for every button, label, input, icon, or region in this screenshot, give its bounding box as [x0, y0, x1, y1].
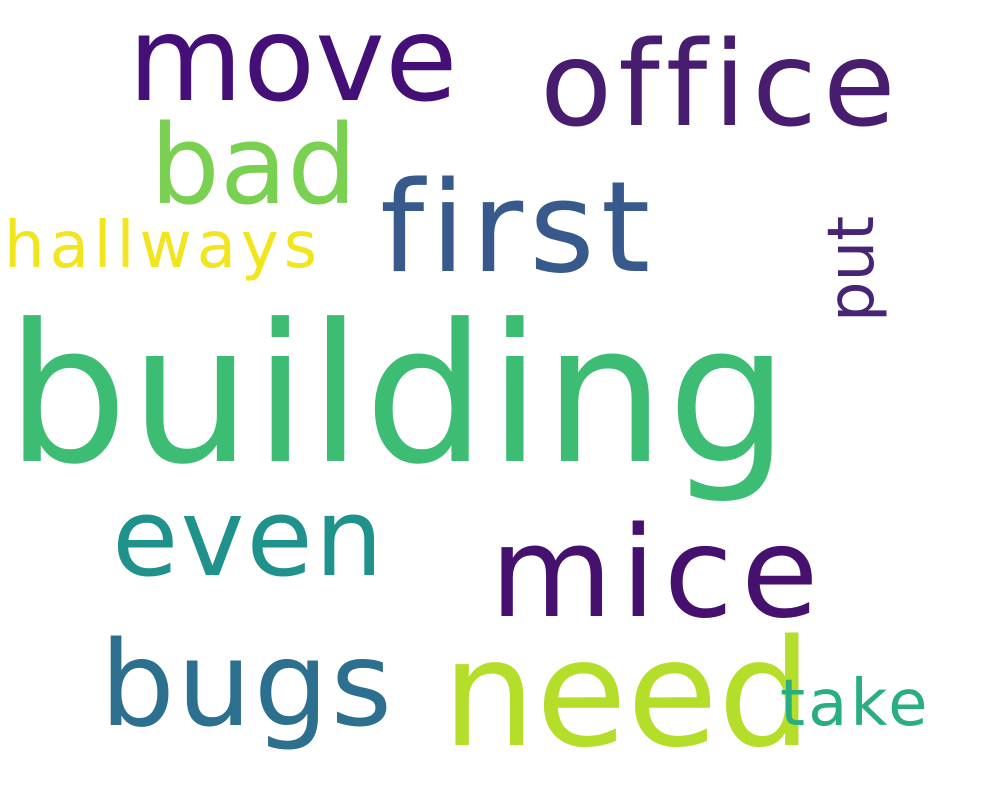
- word-hallways: hallways: [4, 209, 323, 283]
- word-move: move: [128, 0, 458, 128]
- word-even: even: [112, 476, 386, 601]
- word-bugs: bugs: [100, 615, 395, 753]
- word-office: office: [540, 15, 902, 153]
- word-put: put: [815, 215, 889, 322]
- word-mice: mice: [490, 499, 827, 646]
- word-need: need: [442, 608, 812, 780]
- word-bad: bad: [150, 101, 358, 229]
- word-take: take: [780, 667, 931, 741]
- word-building: building: [6, 284, 792, 507]
- word-first: first: [380, 154, 657, 301]
